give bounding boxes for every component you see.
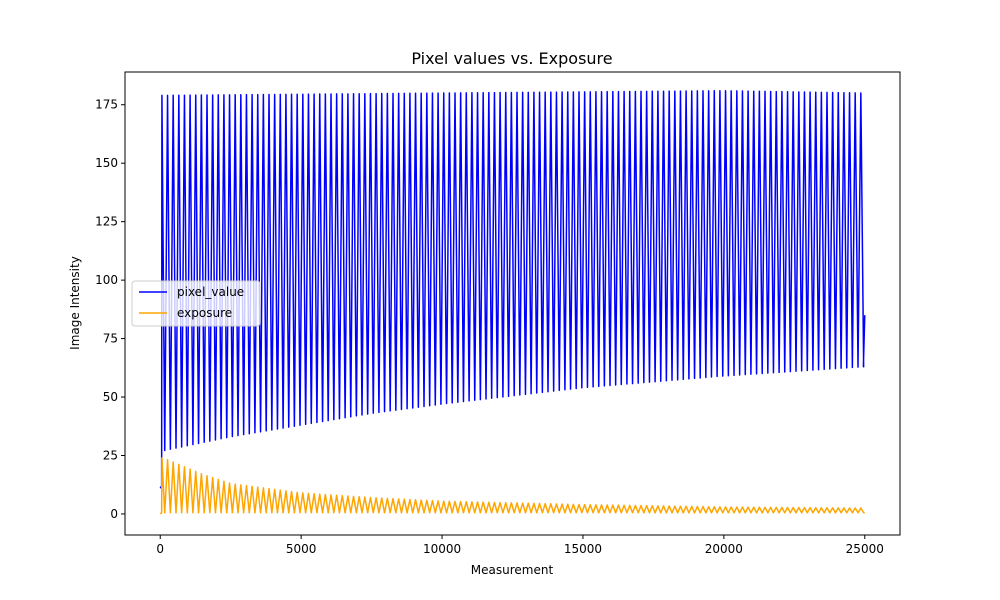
y-tick-label: 125 <box>95 215 118 229</box>
y-tick-label: 25 <box>103 448 118 462</box>
series-line-exposure <box>159 457 865 515</box>
x-axis-label: Measurement <box>471 563 554 577</box>
x-tick-label: 10000 <box>423 542 461 556</box>
plot-area <box>124 71 901 536</box>
x-tick-label: 15000 <box>564 542 602 556</box>
chart-title: Pixel values vs. Exposure <box>411 49 612 68</box>
series-layer <box>159 89 866 515</box>
y-tick-label: 175 <box>95 98 118 112</box>
x-tick-label: 0 <box>156 542 164 556</box>
x-tick-label: 20000 <box>705 542 743 556</box>
y-tick-label: 50 <box>103 390 118 404</box>
x-tick-label: 25000 <box>846 542 884 556</box>
y-tick-label: 0 <box>110 507 118 521</box>
y-axis-label: Image Intensity <box>68 256 82 350</box>
y-tick-label: 75 <box>103 332 118 346</box>
legend: pixel_value exposure <box>131 280 261 327</box>
y-axis: 0 25 50 75 100 125 150 175 <box>95 98 125 521</box>
legend-pixel-value-label: pixel_value <box>177 285 244 299</box>
y-tick-label: 150 <box>95 156 118 170</box>
axes-frame <box>124 71 901 536</box>
series-line-pixel-value <box>159 89 866 489</box>
legend-exposure-label: exposure <box>177 306 232 320</box>
x-axis: 0 5000 10000 15000 20000 25000 <box>156 535 884 556</box>
x-tick-label: 5000 <box>286 542 317 556</box>
y-tick-label: 100 <box>95 273 118 287</box>
